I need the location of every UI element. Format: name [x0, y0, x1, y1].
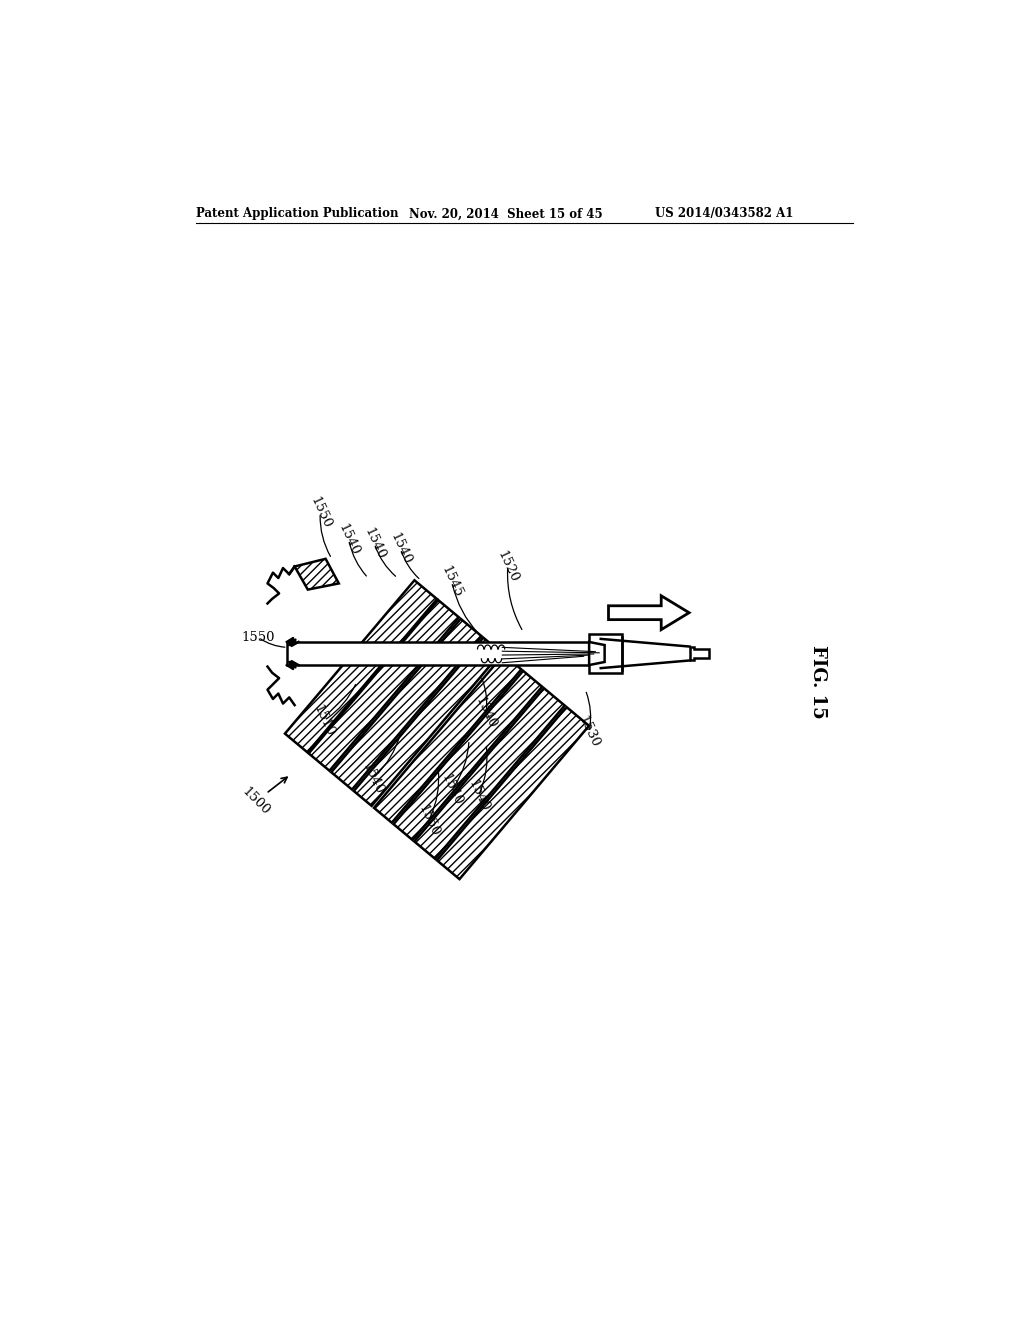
Text: 1540: 1540	[361, 525, 387, 561]
Text: 1540: 1540	[359, 760, 386, 796]
Text: 1550: 1550	[242, 631, 275, 644]
Polygon shape	[374, 655, 521, 822]
Polygon shape	[354, 638, 501, 807]
Text: 1540: 1540	[465, 777, 492, 814]
Text: 1550: 1550	[307, 495, 333, 531]
Text: 1530: 1530	[577, 714, 602, 750]
Text: 1500: 1500	[240, 785, 272, 818]
Polygon shape	[589, 642, 604, 665]
Text: 1550: 1550	[416, 803, 441, 838]
Text: 1540: 1540	[439, 772, 465, 808]
Text: 1540: 1540	[388, 531, 414, 566]
Polygon shape	[295, 558, 339, 590]
Text: 1520: 1520	[495, 549, 521, 585]
Text: FIG. 15: FIG. 15	[809, 645, 826, 719]
Polygon shape	[285, 581, 437, 752]
Polygon shape	[690, 647, 710, 660]
Text: 1545: 1545	[439, 564, 465, 599]
Polygon shape	[308, 601, 459, 771]
Bar	[287, 642, 589, 665]
Polygon shape	[437, 708, 589, 879]
Polygon shape	[415, 688, 564, 859]
Polygon shape	[331, 619, 481, 789]
Text: 1540: 1540	[336, 521, 361, 557]
Polygon shape	[393, 671, 542, 840]
Text: Nov. 20, 2014  Sheet 15 of 45: Nov. 20, 2014 Sheet 15 of 45	[409, 207, 602, 220]
Text: 1510: 1510	[311, 702, 337, 738]
Polygon shape	[589, 635, 623, 673]
Text: US 2014/0343582 A1: US 2014/0343582 A1	[655, 207, 794, 220]
Text: Patent Application Publication: Patent Application Publication	[197, 207, 398, 220]
Text: 1540: 1540	[473, 694, 499, 731]
Polygon shape	[608, 595, 689, 630]
